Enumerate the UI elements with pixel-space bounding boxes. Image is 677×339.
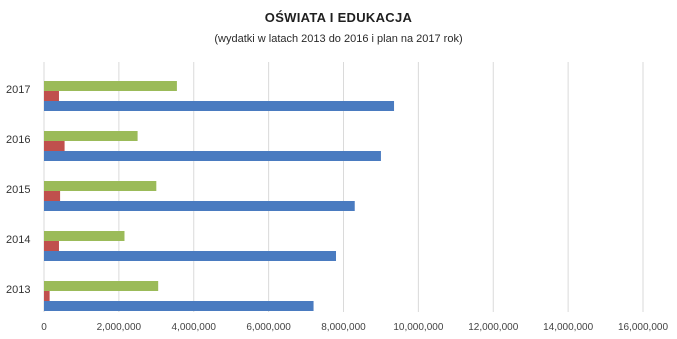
bar — [44, 251, 337, 261]
bar — [44, 201, 355, 211]
x-axis-labels: 0 2,000,000 4,000,000 6,000,000 8,000,000 10,… — [41, 322, 668, 333]
chart-title: OŚWIATA I EDUKACJA — [264, 10, 413, 25]
x-tick-label: 0 — [41, 322, 47, 333]
x-tick-label: 16,000,000 — [618, 322, 668, 333]
bar — [44, 301, 314, 311]
bar — [44, 291, 50, 301]
x-tick-label: 10,000,000 — [393, 322, 443, 333]
bar — [44, 101, 395, 111]
x-tick-label: 12,000,000 — [468, 322, 518, 333]
x-tick-label: 2,000,000 — [97, 322, 142, 333]
bar — [44, 141, 65, 151]
bar — [44, 131, 138, 141]
y-axis-labels: 2013 2014 2015 2016 2017 — [6, 84, 30, 296]
chart-subtitle: (wydatki w latach 2013 do 2016 i plan na… — [214, 33, 463, 45]
x-tick-label: 8,000,000 — [321, 322, 366, 333]
bar — [44, 91, 59, 101]
bar — [44, 281, 159, 291]
x-tick-label: 4,000,000 — [172, 322, 217, 333]
bar-series — [44, 81, 395, 311]
bar — [44, 191, 61, 201]
bar — [44, 151, 381, 161]
y-tick-label: 2013 — [6, 284, 30, 296]
x-tick-label: 6,000,000 — [246, 322, 291, 333]
y-tick-label: 2016 — [6, 134, 30, 146]
bar — [44, 241, 59, 251]
y-tick-label: 2017 — [6, 84, 30, 96]
y-tick-label: 2014 — [6, 234, 30, 246]
bar — [44, 181, 157, 191]
bar — [44, 81, 177, 91]
x-tick-label: 14,000,000 — [543, 322, 593, 333]
bar — [44, 231, 125, 241]
y-tick-label: 2015 — [6, 184, 30, 196]
